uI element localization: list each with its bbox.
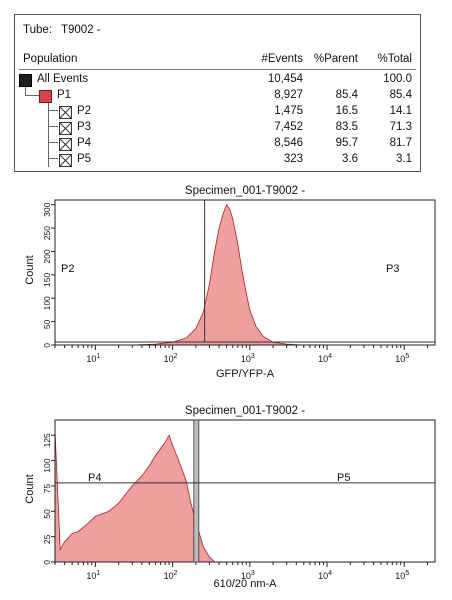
- y-tick-label: 100: [42, 296, 52, 310]
- x-tick-label: 103: [241, 353, 255, 364]
- stats-row: P5 323 3.6 3.1: [15, 153, 420, 169]
- row-name: P4: [77, 137, 92, 149]
- row-total: 71.3: [389, 121, 412, 133]
- y-tick-label: 25: [42, 534, 52, 544]
- histogram-1: 0 50 100 150 200 250 300 101 102 103 104 105 P2 P3: [42, 199, 436, 364]
- row-events: 8,546: [274, 137, 303, 149]
- gate-box-icon: [59, 138, 72, 151]
- y-tick-label: 50: [42, 319, 52, 329]
- header-total: %Total: [377, 53, 412, 65]
- header-population: Population: [23, 53, 78, 65]
- x-tick-label: 101: [86, 570, 100, 581]
- tree-tick-p3: [48, 126, 58, 128]
- histogram-1-xlabel: GFP/YFP-A: [215, 368, 275, 380]
- header-divider: [19, 69, 416, 70]
- plot-frame: [54, 199, 436, 346]
- row-parent: 85.4: [335, 89, 358, 101]
- row-total: 81.7: [389, 137, 412, 149]
- y-tick-label: 50: [42, 509, 52, 519]
- x-tick-label: 105: [395, 570, 409, 581]
- p1-swatch: [39, 90, 52, 103]
- row-events: 7,452: [274, 121, 303, 133]
- y-tick-label: 250: [42, 226, 52, 240]
- stats-row: P1 8,927 85.4 85.4: [15, 89, 420, 105]
- gate-box-icon: [59, 154, 72, 167]
- row-name: P3: [77, 121, 92, 133]
- stats-row: P2 1,475 16.5 14.1: [15, 105, 420, 121]
- x-tick-label: 101: [86, 353, 100, 364]
- x-tick-label: 104: [318, 570, 332, 581]
- gate-label-p5: P5: [337, 472, 350, 484]
- histogram-area: [55, 203, 304, 346]
- stats-row: P3 7,452 83.5 71.3: [15, 121, 420, 137]
- y-tick-label: 200: [42, 249, 52, 263]
- y-tick-label: 150: [42, 273, 52, 287]
- row-total: 3.1: [396, 153, 412, 165]
- row-name: P2: [77, 105, 92, 117]
- y-tick-label: 0: [42, 343, 52, 348]
- header-events: #Events: [261, 53, 303, 65]
- row-events: 323: [283, 153, 303, 165]
- row-parent: 95.7: [335, 137, 358, 149]
- stats-header-row: Population #Events %Parent %Total: [15, 53, 420, 69]
- histogram-1-title: Specimen_001-T9002 -: [184, 185, 306, 197]
- gate-box-icon: [59, 106, 72, 119]
- row-parent: 16.5: [335, 105, 358, 117]
- gate-label-p4: P4: [88, 472, 101, 484]
- row-parent: 83.5: [335, 121, 358, 133]
- plot-frame: [54, 419, 436, 563]
- x-tick-label: 105: [395, 353, 409, 364]
- row-events: 10,454: [267, 73, 303, 85]
- tree-line-children: [48, 103, 50, 167]
- tree-tick-p2: [48, 110, 58, 112]
- x-tick-label: 104: [318, 353, 332, 364]
- gate-box-icon: [59, 122, 72, 135]
- gate-divider: [193, 419, 200, 563]
- row-events: 8,927: [274, 89, 303, 101]
- tube-line: Tube: T9002 -: [23, 24, 107, 36]
- tube-label: Tube:: [23, 24, 52, 36]
- x-tick-label: 103: [241, 570, 255, 581]
- population-statistics-panel: Tube: T9002 - Population #Events %Parent…: [14, 14, 421, 172]
- tube-name: T9002 -: [60, 24, 101, 36]
- all-events-swatch: [19, 74, 32, 87]
- tree-tick-p4: [48, 142, 58, 144]
- histogram-2: 0 25 50 75 100 125 101 102 103 104 105 P4 P5: [42, 419, 436, 581]
- row-total: 85.4: [389, 89, 412, 101]
- y-tick-label: 0: [42, 560, 52, 565]
- histogram-2-title: Specimen_001-T9002 -: [184, 405, 306, 417]
- x-tick-label: 102: [164, 570, 178, 581]
- tree-tick-p5: [48, 158, 58, 160]
- tree-line-p1: [25, 87, 40, 96]
- row-name: P1: [57, 89, 72, 101]
- row-name: All Events: [37, 73, 89, 85]
- row-name: P5: [77, 153, 92, 165]
- gate-label-p3: P3: [386, 263, 399, 275]
- row-total: 14.1: [389, 105, 412, 117]
- histogram-area: [54, 430, 216, 563]
- y-tick-label: 300: [42, 202, 52, 216]
- y-tick-label: 125: [42, 433, 52, 447]
- stats-row: All Events 10,454 100.0: [15, 73, 420, 89]
- stats-row: P4 8,546 95.7 81.7: [15, 137, 420, 153]
- row-events: 1,475: [274, 105, 303, 117]
- histogram-2-xlabel: 610/20 nm-A: [213, 578, 277, 590]
- row-total: 100.0: [383, 73, 412, 85]
- x-tick-label: 102: [164, 353, 178, 364]
- row-parent: 3.6: [342, 153, 358, 165]
- y-tick-label: 100: [42, 458, 52, 472]
- y-tick-label: 75: [42, 484, 52, 494]
- gate-label-p2: P2: [61, 263, 74, 275]
- header-parent: %Parent: [313, 53, 358, 65]
